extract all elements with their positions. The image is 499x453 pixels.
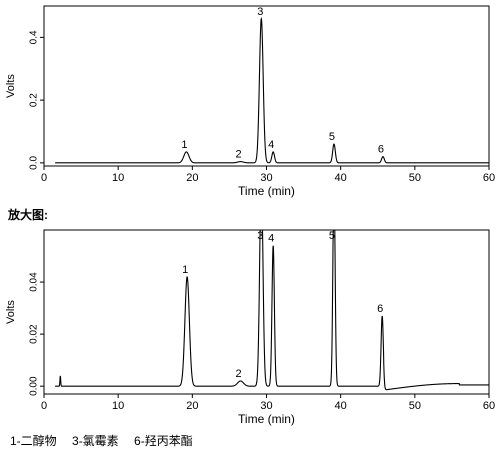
x-tick-label: 50 xyxy=(409,172,421,184)
x-tick-label: 20 xyxy=(186,172,198,184)
x-axis-label: Time (min) xyxy=(238,412,295,426)
peak-label-1: 1 xyxy=(181,139,187,151)
peak-label-6: 6 xyxy=(378,144,384,156)
chart-panel-1: 0 10 20 30 40 50 60 0.0 0.2 0.4 Time (min) Volts 1 2 3… xyxy=(5,5,495,198)
y-tick-label: 0.04 xyxy=(29,272,40,292)
chromatogram-trace xyxy=(55,229,489,391)
peak-label-3: 3 xyxy=(257,230,263,242)
x-tick-label: 30 xyxy=(260,172,272,184)
x-tick-label: 0 xyxy=(41,172,47,184)
peak-label-2: 2 xyxy=(235,368,241,380)
x-axis-label: Time (min) xyxy=(238,184,295,198)
peak-label-4: 4 xyxy=(268,233,274,245)
legend-item-diol: 1-二醇物 xyxy=(10,434,57,448)
peak-label-5: 5 xyxy=(329,131,335,143)
x-tick-label: 60 xyxy=(483,400,495,412)
y-tick-label: 0.02 xyxy=(29,324,40,344)
legend-item-propylparaben: 6-羟丙苯酯 xyxy=(134,434,193,448)
peak-label-2: 2 xyxy=(235,149,241,161)
legend: 1-二醇物 3-氯霉素 6-羟丙苯酯 xyxy=(10,432,205,449)
y-axis-label: Volts xyxy=(5,74,17,98)
x-tick-label: 60 xyxy=(483,172,495,184)
plot-frame xyxy=(43,229,490,395)
chromatogram-trace xyxy=(55,17,489,164)
peak-label-3: 3 xyxy=(257,6,263,18)
plot-frame xyxy=(43,5,490,167)
legend-item-chloramphenicol: 3-氯霉素 xyxy=(72,434,119,448)
y-tick-label: 0.4 xyxy=(29,30,40,44)
zoom-title: 放大图: xyxy=(8,208,48,222)
x-tick-label: 40 xyxy=(335,400,347,412)
x-tick-label: 40 xyxy=(335,172,347,184)
x-tick-label: 0 xyxy=(41,400,47,412)
peak-label-4: 4 xyxy=(268,139,274,151)
x-tick-label: 10 xyxy=(112,172,124,184)
x-tick-label: 10 xyxy=(112,400,124,412)
chart-panel-2: 0 10 20 30 40 50 60 0.00 0.02 0.04 Time (min) Volts… xyxy=(5,229,495,426)
x-tick-label: 50 xyxy=(409,400,421,412)
peak-label-5: 5 xyxy=(329,230,335,242)
peak-label-1: 1 xyxy=(182,264,188,276)
y-axis-label: Volts xyxy=(5,300,17,324)
y-tick-label: 0.00 xyxy=(29,376,40,396)
y-tick-label: 0.0 xyxy=(29,155,40,169)
x-tick-label: 20 xyxy=(186,400,198,412)
x-tick-label: 30 xyxy=(260,400,272,412)
y-tick-label: 0.2 xyxy=(29,93,40,107)
peak-label-6: 6 xyxy=(377,303,383,315)
